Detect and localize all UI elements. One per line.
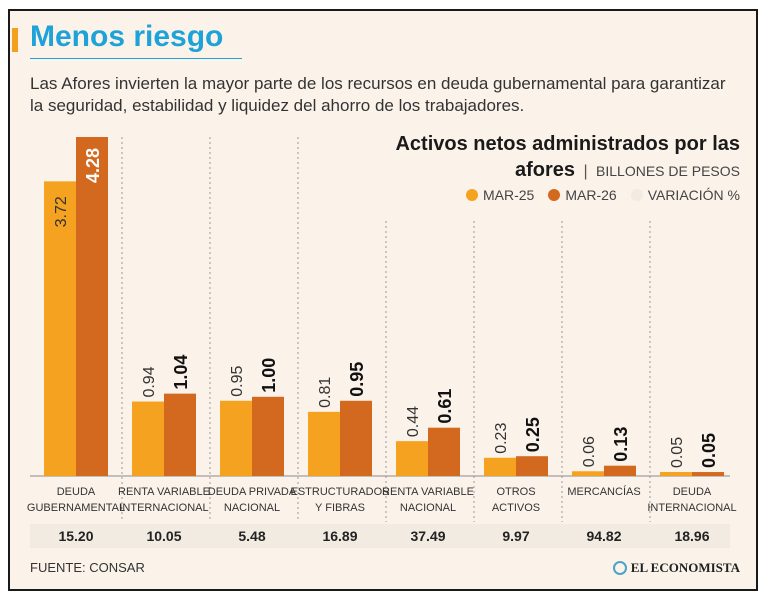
bar-mar25	[660, 472, 692, 476]
bar-mar25	[44, 181, 76, 476]
variation-value: 94.82	[586, 528, 621, 544]
variation-value: 37.49	[410, 528, 445, 544]
page-title: Menos riesgo	[30, 20, 224, 53]
variation-value: 15.20	[58, 528, 93, 544]
category-label: Y FIBRAS	[315, 502, 365, 514]
bar-mar26	[692, 472, 724, 476]
variation-value: 9.97	[502, 528, 529, 544]
category-label: DEUDA	[57, 486, 96, 498]
category-label: DEUDA	[673, 486, 712, 498]
data-label-mar26: 1.04	[171, 355, 191, 390]
legend-label-mar26: MAR-26	[565, 187, 617, 203]
data-label-mar25: 0.05	[669, 437, 686, 468]
data-label-mar25: 0.06	[581, 436, 598, 467]
title-accent-bar	[12, 28, 18, 52]
legend-swatch-variation	[630, 189, 643, 201]
category-label: INTERNACIONAL	[647, 502, 736, 514]
bar-mar26	[252, 396, 284, 476]
data-label-mar26: 0.13	[611, 427, 631, 462]
legend-swatch-mar26	[548, 189, 561, 201]
data-label-mar25: 0.44	[405, 406, 422, 437]
data-label-mar25: 0.94	[141, 366, 158, 397]
data-label-mar26: 4.28	[83, 148, 103, 183]
category-label: ESTRUCTURADOS	[290, 486, 389, 498]
bar-mar26	[516, 456, 548, 476]
bar-mar26	[164, 393, 196, 476]
bar-mar25	[396, 441, 428, 476]
category-label: OTROS	[496, 486, 535, 498]
category-label: NACIONAL	[400, 502, 456, 514]
brand-icon	[612, 561, 627, 575]
brand-logo: EL ECONOMISTA	[612, 560, 740, 576]
category-label: RENTA VARIABLE	[382, 486, 474, 498]
data-label-mar25: 0.81	[317, 377, 334, 408]
variation-value: 18.96	[674, 528, 709, 544]
chart-title-line1: Activos netos administrados por las	[395, 133, 740, 155]
category-label: NACIONAL	[224, 502, 280, 514]
legend-label-mar25: MAR-25	[482, 187, 535, 203]
variation-value: 10.05	[146, 528, 181, 544]
bar-mar25	[572, 471, 604, 476]
variation-value: 16.89	[322, 528, 357, 544]
data-label-mar26: 0.25	[523, 417, 543, 452]
chart-title-separator: |	[583, 163, 588, 180]
infographic-frame: Menos riesgo Las Afores invierten la may…	[8, 9, 758, 591]
bar-mar26	[76, 137, 108, 476]
bar-chart: 3.72 4.28 DEUDA GUBERNAMENTAL 15.20 0.94 1.04 R…	[27, 137, 737, 548]
category-label: MERCANCÍAS	[567, 485, 640, 498]
variation-value: 5.48	[238, 528, 265, 544]
data-label-mar25: 0.23	[493, 423, 510, 454]
title-underline	[30, 58, 242, 59]
data-label-mar26: 0.95	[347, 362, 367, 397]
data-label-mar25: 0.95	[229, 366, 246, 397]
brand-name: EL ECONOMISTA	[630, 560, 740, 575]
data-label-mar26: 0.05	[699, 433, 719, 468]
chart-title-line2: afores | BILLONES DE PESOS	[515, 159, 740, 182]
bar-mar25	[484, 457, 516, 476]
source-note: FUENTE: CONSAR	[30, 560, 145, 575]
category-label: DEUDA PRIVADA	[208, 486, 297, 498]
bar-mar26	[428, 427, 460, 476]
legend-item-mar25: MAR-25	[465, 187, 535, 203]
page-subtitle: Las Afores invierten la mayor parte de l…	[30, 74, 726, 115]
bar-mar25	[220, 400, 252, 476]
category-label: INTERNACIONAL	[119, 502, 208, 514]
bar-mar26	[340, 400, 372, 476]
category-label: RENTA VARIABLE	[118, 486, 210, 498]
chart-unit-label: BILLONES DE PESOS	[596, 163, 740, 179]
legend-label-variation: VARIACIÓN %	[647, 187, 740, 203]
legend-item-mar26: MAR-26	[548, 187, 617, 203]
variation-band	[30, 524, 730, 548]
chart-legend: MAR-25 MAR-26 VARIACIÓN %	[458, 187, 740, 203]
bar-mar25	[132, 401, 164, 476]
bar-mar25	[308, 411, 340, 476]
bar-mar26	[604, 465, 636, 476]
data-label-mar25: 3.72	[53, 196, 70, 227]
legend-item-variation: VARIACIÓN %	[630, 187, 740, 203]
category-label: ACTIVOS	[492, 502, 540, 514]
data-label-mar26: 1.00	[259, 358, 279, 393]
legend-swatch-mar25	[465, 189, 478, 201]
chart-title-afores: afores	[514, 159, 575, 181]
data-label-mar26: 0.61	[435, 389, 455, 424]
category-label: GUBERNAMENTAL	[27, 502, 125, 514]
